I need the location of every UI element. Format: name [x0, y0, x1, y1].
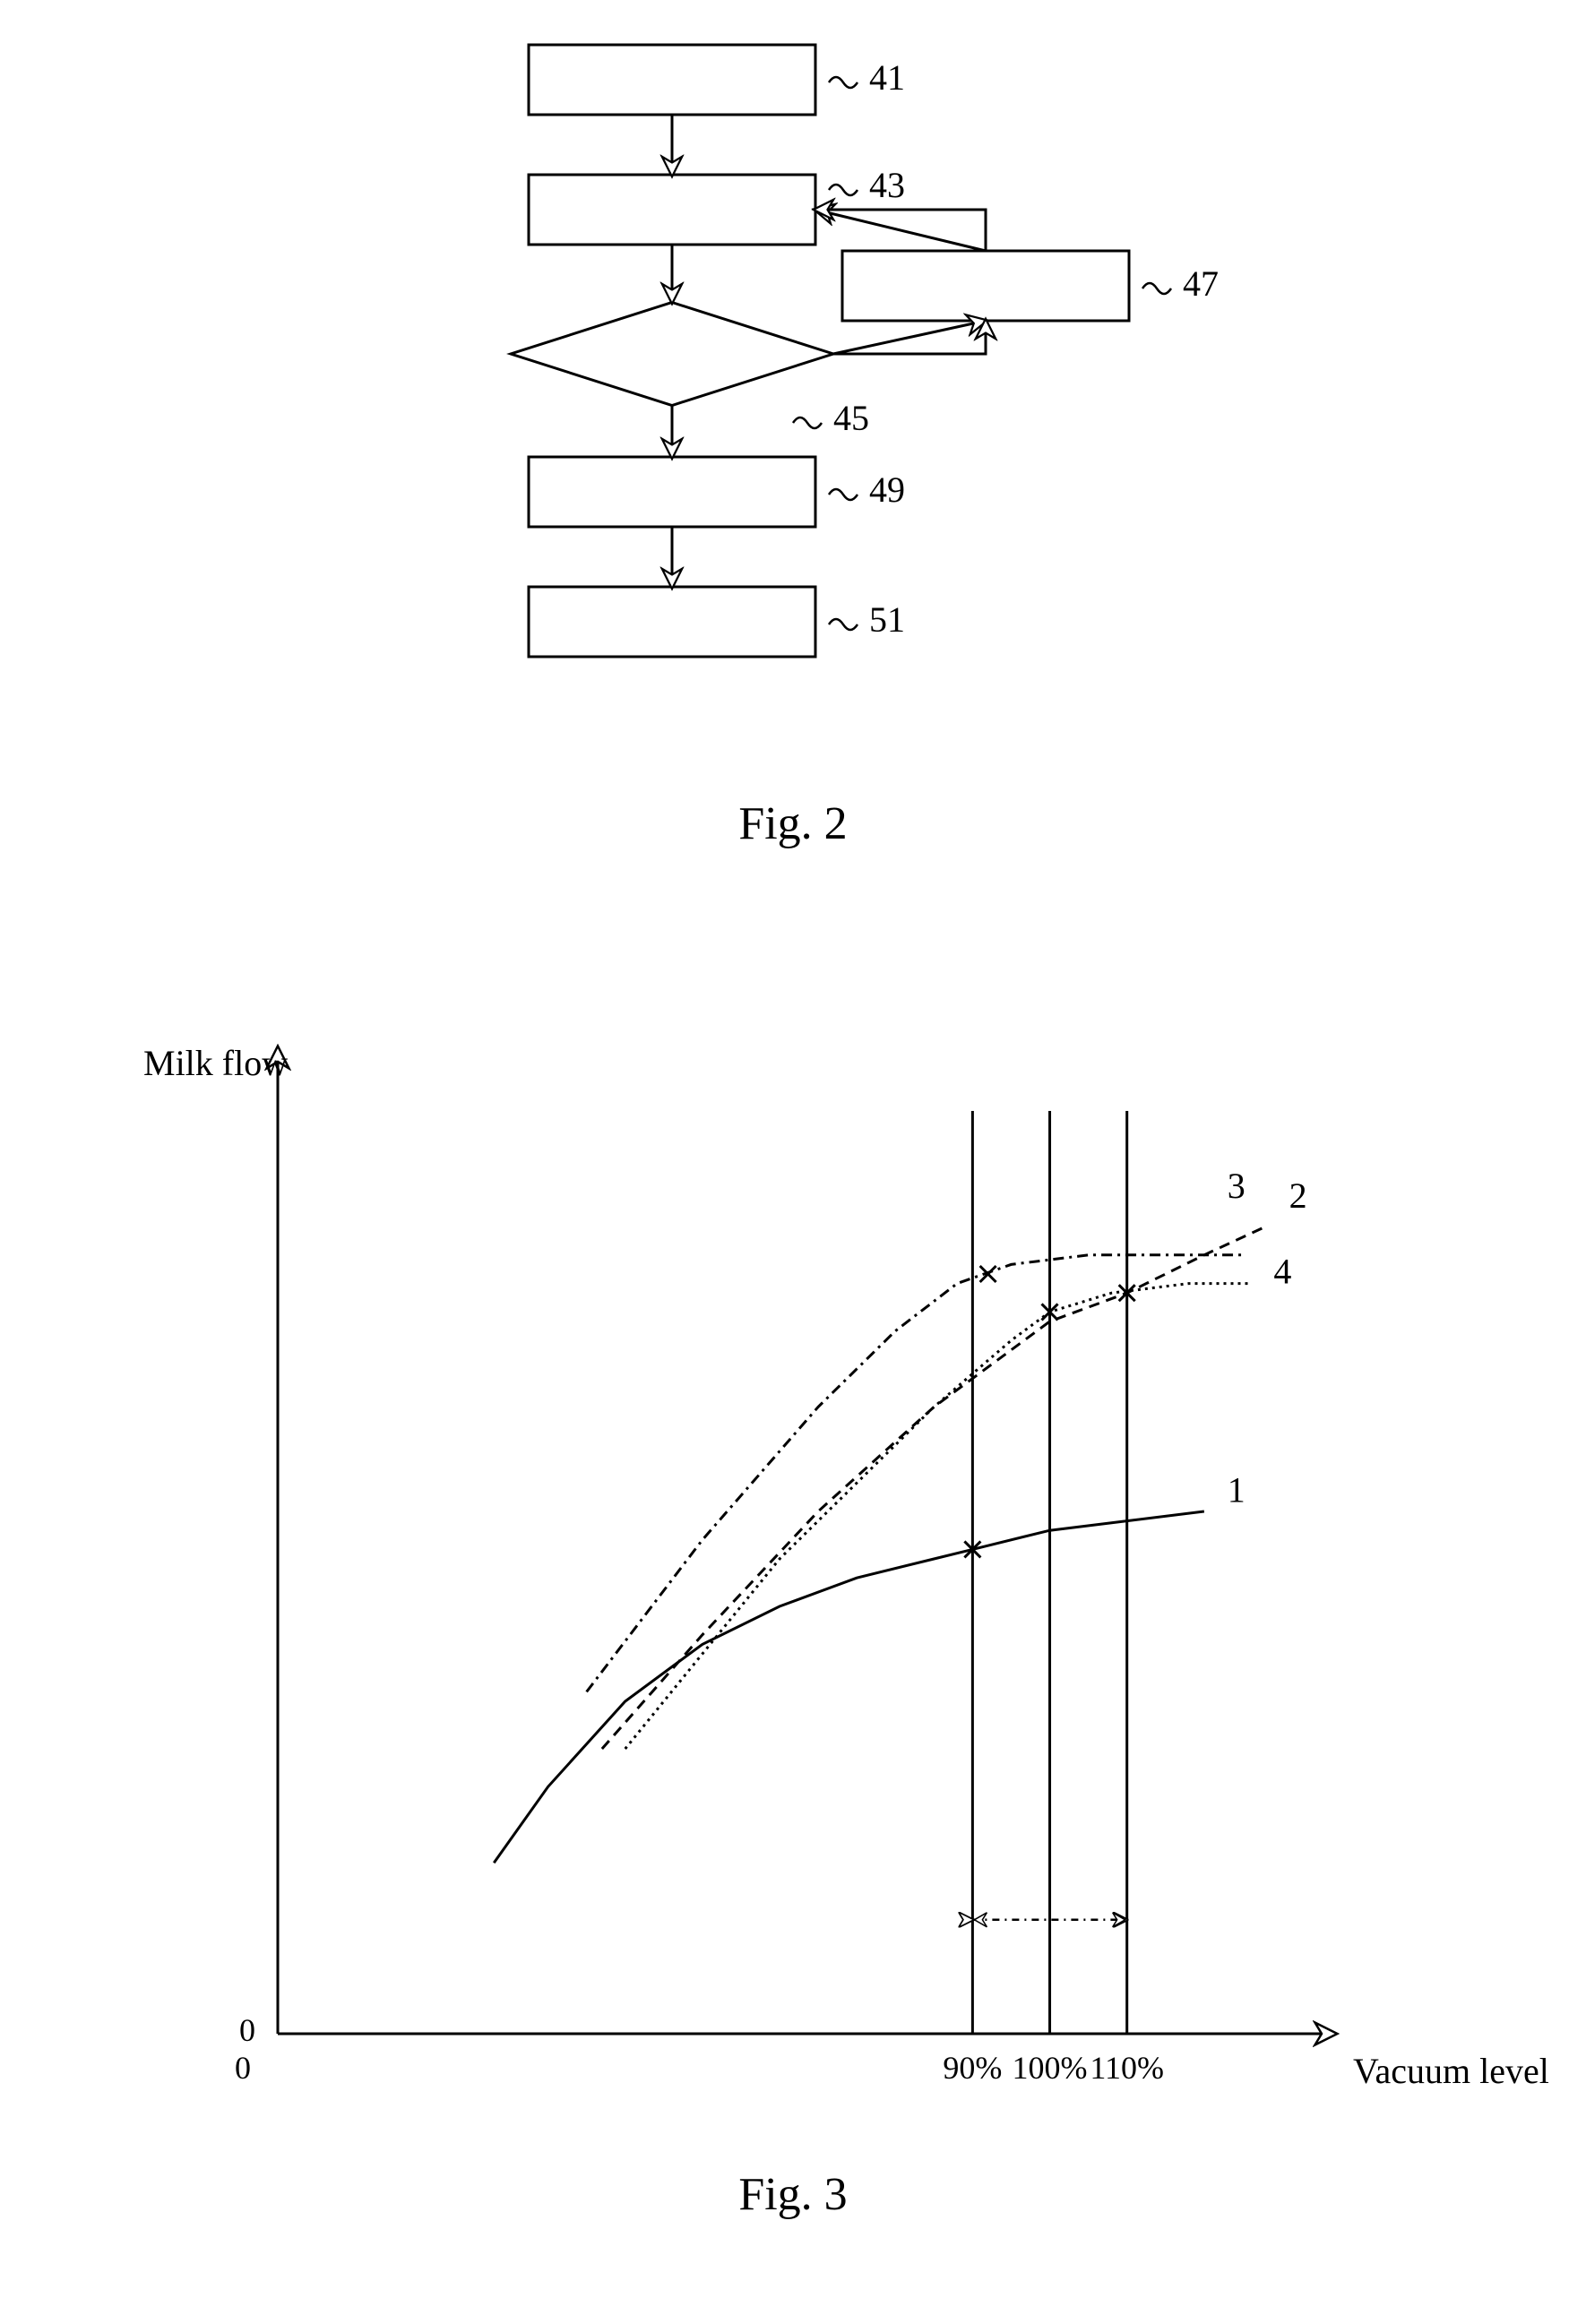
- flowchart-node-n49: [529, 457, 815, 527]
- flowchart-label-n45: 45: [833, 398, 869, 438]
- squiggle-icon: [829, 77, 858, 88]
- flowchart-node-n43: [529, 175, 815, 245]
- figure-2-caption: Fig. 2: [0, 797, 1586, 850]
- flowchart-node-n51: [529, 587, 815, 657]
- vline-label: 90%: [943, 2050, 1002, 2086]
- vline-label: 110%: [1090, 2050, 1164, 2086]
- flowchart-node-n47: [842, 251, 1129, 321]
- series-3: [587, 1255, 1243, 1692]
- flowchart-label-n43: 43: [869, 165, 905, 205]
- series-label-1: 1: [1228, 1469, 1246, 1510]
- flowchart-label-n47: 47: [1183, 263, 1219, 304]
- squiggle-icon: [1142, 283, 1171, 294]
- series-2: [602, 1227, 1266, 1749]
- series-label-2: 2: [1289, 1175, 1307, 1216]
- figure-2-container: 41 43 47 4549 51 Fig. 2: [0, 0, 1586, 850]
- y-axis-label: Milk flow: [143, 1043, 288, 1083]
- chart-svg: 00 Vacuum level Milk flow 90% 100%110% 1 2 3 4: [0, 950, 1586, 2141]
- flowchart-label-n51: 51: [869, 599, 905, 640]
- flowchart-svg: 41 43 47 4549 51: [0, 0, 1586, 770]
- squiggle-icon: [829, 489, 858, 500]
- flowchart-edge: [833, 321, 986, 354]
- x-axis-label: Vacuum level: [1353, 2051, 1549, 2091]
- flowchart-label-n41: 41: [869, 57, 905, 98]
- origin-y-label: 0: [239, 2012, 255, 2048]
- squiggle-icon: [829, 185, 858, 195]
- series-1: [494, 1511, 1204, 1863]
- flowchart-label-n49: 49: [869, 469, 905, 510]
- figure-3-caption: Fig. 3: [0, 2168, 1586, 2221]
- flowchart-node-n41: [529, 45, 815, 115]
- figure-3-container: 00 Vacuum level Milk flow 90% 100%110% 1 2 3 4 F…: [0, 950, 1586, 2221]
- series-label-4: 4: [1273, 1252, 1291, 1292]
- range-arrow-left-icon: [974, 1913, 987, 1927]
- squiggle-icon: [793, 417, 822, 428]
- series-label-3: 3: [1228, 1166, 1246, 1206]
- squiggle-icon: [829, 619, 858, 630]
- flowchart-node-n45: [511, 303, 833, 406]
- vline-label: 100%: [1013, 2050, 1088, 2086]
- flowchart-edge: [815, 210, 986, 251]
- origin-x-label: 0: [235, 2050, 251, 2086]
